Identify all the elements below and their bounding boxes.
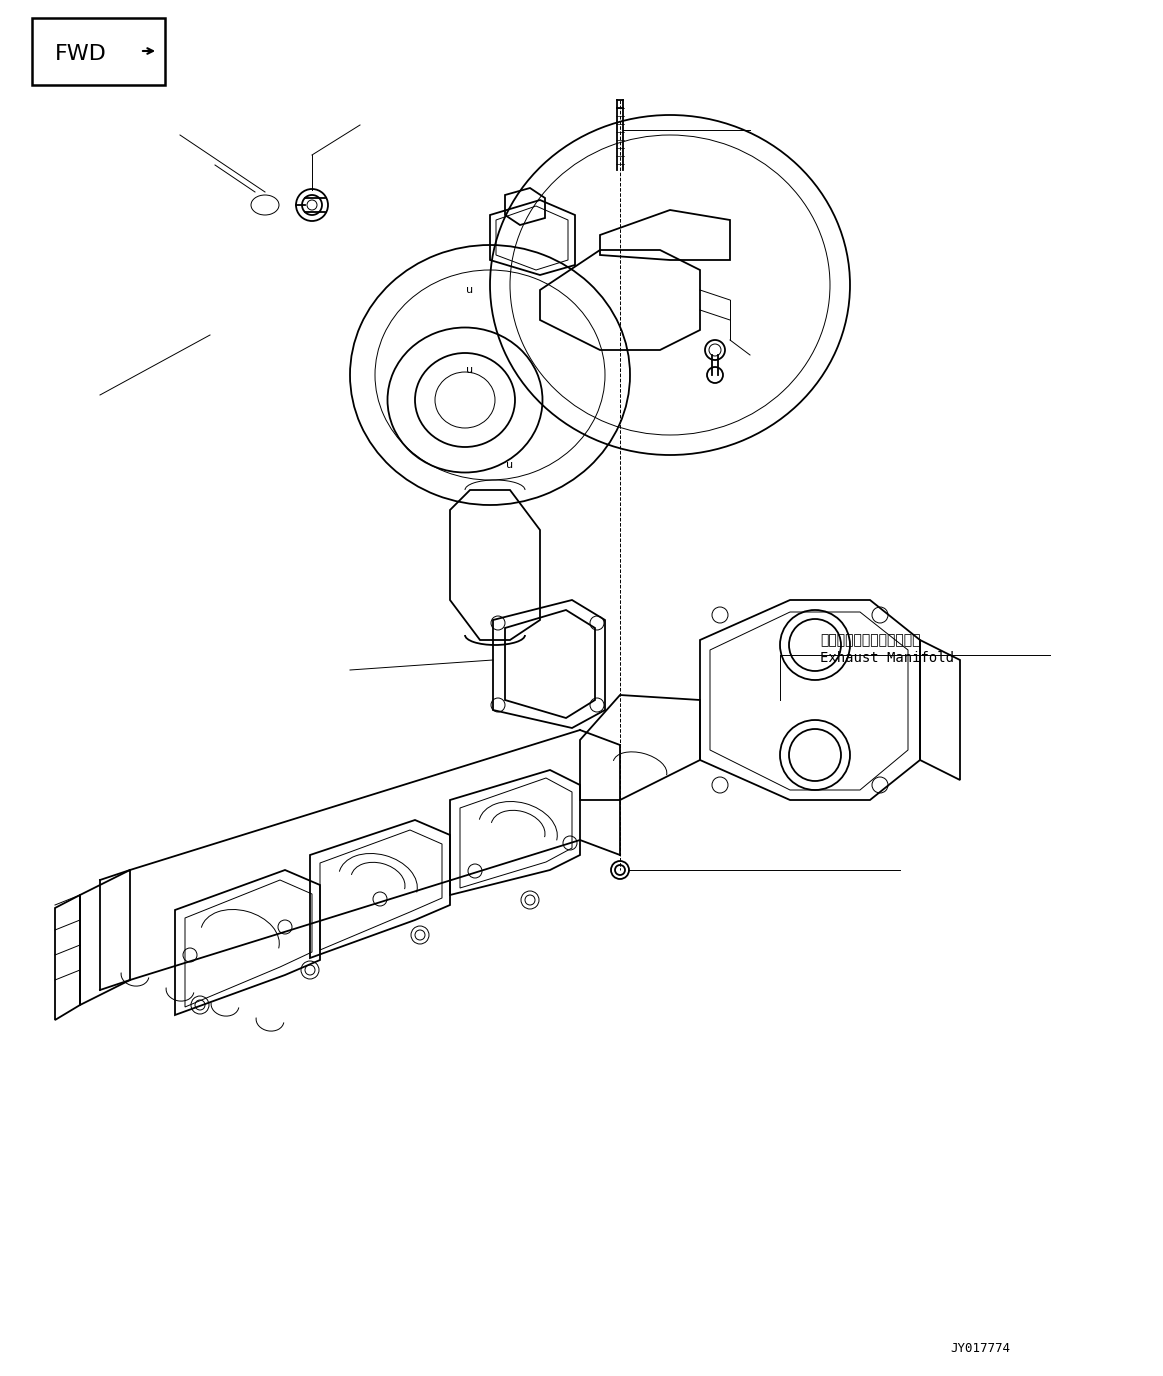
- Text: u: u: [466, 285, 473, 294]
- Text: u: u: [466, 365, 473, 376]
- Text: u: u: [506, 460, 514, 471]
- Text: Exhaust Manifold: Exhaust Manifold: [820, 651, 954, 665]
- Text: エキゾーストマニホールド: エキゾーストマニホールド: [820, 633, 920, 647]
- Text: JY017774: JY017774: [950, 1342, 1009, 1354]
- Text: FWD: FWD: [55, 44, 107, 65]
